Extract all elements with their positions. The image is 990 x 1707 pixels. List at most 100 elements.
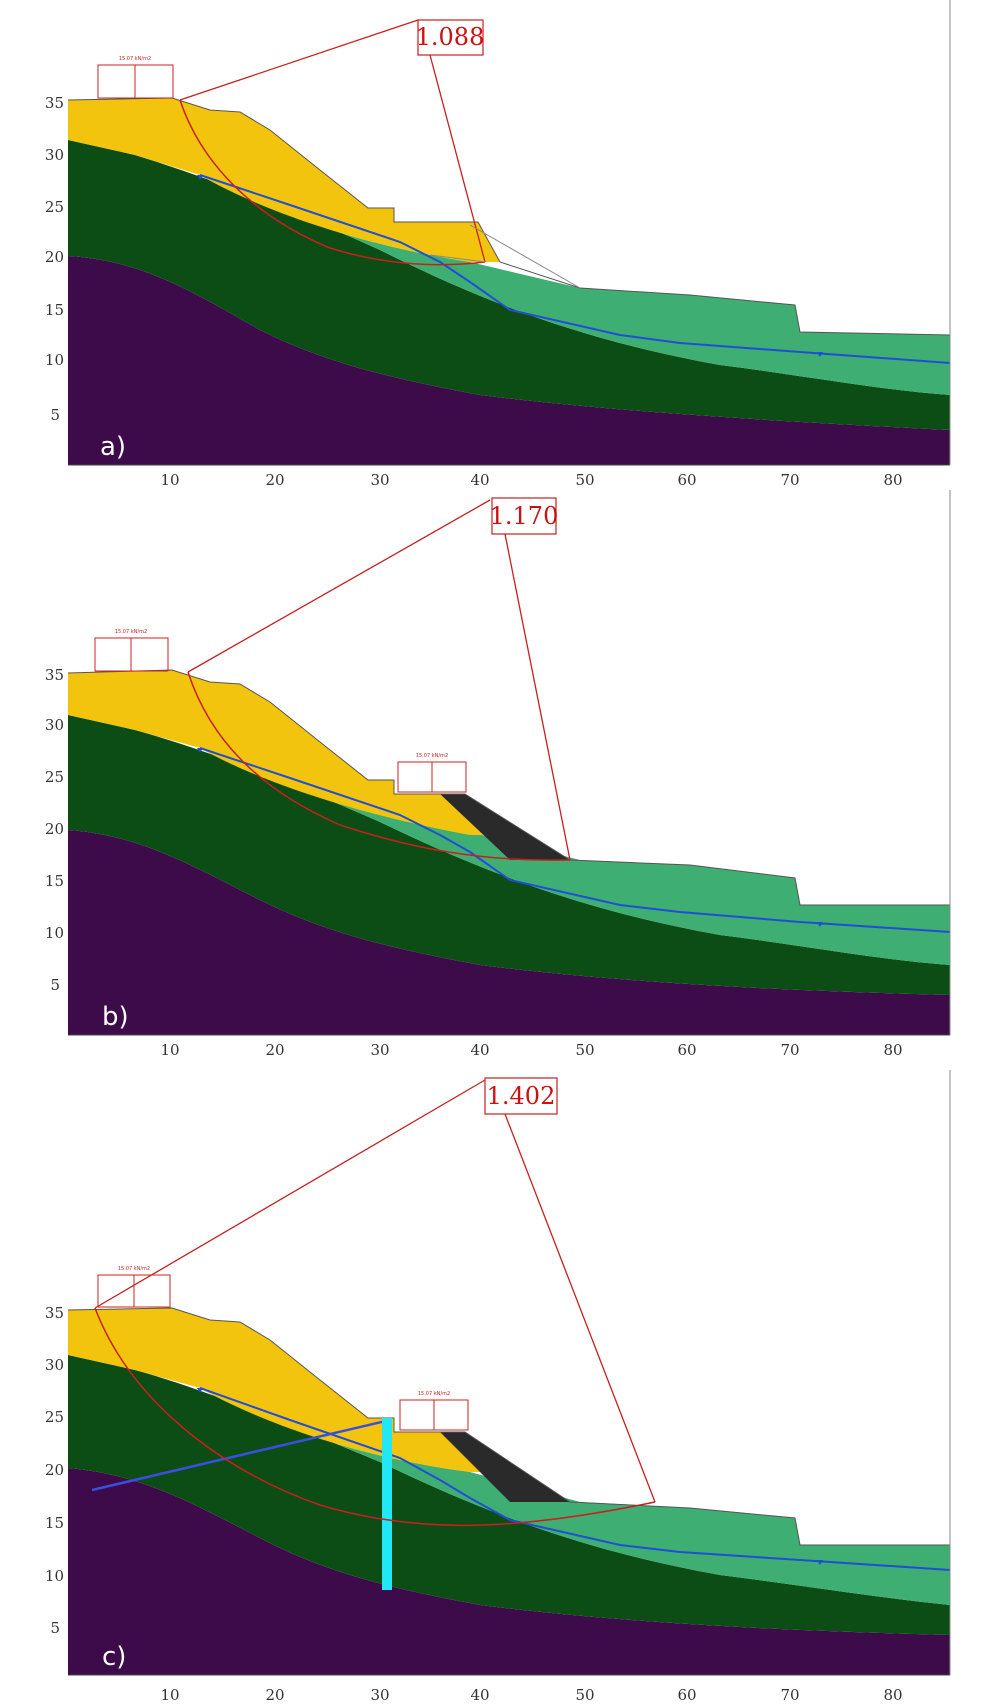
x-tick: 80 — [883, 471, 902, 489]
x-tick: 70 — [780, 471, 799, 489]
y-tick: 10 — [45, 351, 64, 369]
panel-c: 1.402 15.07 kN/m2 15.07 kN/m2 c) 10 20 3… — [0, 1070, 990, 1707]
y-tick: 35 — [45, 94, 64, 112]
x-tick: 60 — [677, 1041, 696, 1059]
light-green-layer — [200, 748, 950, 965]
x-tick: 70 — [780, 1686, 799, 1704]
x-tick: 60 — [677, 471, 696, 489]
y-tick: 5 — [50, 976, 60, 994]
y-tick: 25 — [45, 1408, 64, 1426]
bedrock-layer — [68, 1468, 950, 1675]
x-tick: 80 — [883, 1686, 902, 1704]
yellow-layer — [68, 670, 500, 835]
x-tick: 20 — [265, 1041, 284, 1059]
bedrock-layer — [68, 256, 950, 465]
y-axis-ticks: 5 10 15 20 25 30 35 — [45, 666, 64, 994]
y-axis-ticks: 5 10 15 20 25 30 35 — [45, 94, 64, 424]
y-tick: 20 — [45, 1461, 64, 1479]
panel-label: c) — [102, 1642, 126, 1672]
load-label: 15.07 kN/m2 — [115, 629, 147, 635]
x-tick: 40 — [470, 1041, 489, 1059]
x-tick: 50 — [575, 1686, 594, 1704]
ground-surface — [67, 1307, 950, 1546]
y-tick: 30 — [45, 146, 64, 164]
y-tick: 20 — [45, 248, 64, 266]
fos-value: 1.402 — [487, 1082, 556, 1110]
fos-box — [417, 19, 484, 56]
load2-label: 15.07 kN/m2 — [416, 753, 448, 759]
y-tick: 15 — [45, 1514, 64, 1532]
panel-label: b) — [102, 1002, 129, 1032]
x-axis-ticks: 10 20 30 40 50 60 70 80 — [160, 471, 902, 489]
load-label: 15.07 kN/m2 — [118, 1266, 150, 1272]
y-tick: 35 — [45, 1304, 64, 1322]
x-tick: 10 — [160, 1686, 179, 1704]
water-marker — [817, 352, 823, 357]
slope-model-c: 1.402 15.07 kN/m2 15.07 kN/m2 c) 10 20 3… — [45, 1070, 951, 1704]
x-axis-ticks: 10 20 30 40 50 60 70 80 — [160, 1041, 902, 1059]
x-tick: 50 — [575, 1041, 594, 1059]
slope-model-b: 1.170 15.07 kN/m2 15.07 kN/m2 b) 10 20 3… — [45, 490, 951, 1059]
x-tick: 10 — [160, 1041, 179, 1059]
yellow-layer — [68, 98, 500, 262]
pile-wall — [382, 1418, 392, 1590]
light-green-layer — [200, 1388, 950, 1605]
water-marker — [817, 922, 823, 927]
y-tick: 10 — [45, 924, 64, 942]
water-table — [199, 174, 951, 364]
slip-surface — [179, 99, 486, 266]
water-marker — [197, 1388, 203, 1393]
fos-value: 1.170 — [490, 502, 559, 530]
y-tick: 35 — [45, 666, 64, 684]
fos-box — [484, 1077, 558, 1115]
x-tick: 30 — [370, 1041, 389, 1059]
fos-value: 1.088 — [416, 23, 485, 51]
x-tick: 70 — [780, 1041, 799, 1059]
y-tick: 30 — [45, 716, 64, 734]
bedrock-layer — [68, 830, 950, 1035]
x-axis-ticks: 10 20 30 40 50 60 70 80 — [160, 1686, 902, 1704]
ground-surface — [67, 669, 950, 906]
slope-model-a: 1.088 15.07 kN/m2 a) 10 20 30 40 50 60 7… — [45, 0, 951, 489]
light-green-layer — [200, 175, 950, 395]
y-tick: 15 — [45, 301, 64, 319]
water-marker — [197, 748, 203, 753]
water-table — [199, 1387, 951, 1571]
slip-surface — [187, 671, 571, 861]
x-tick: 20 — [265, 1686, 284, 1704]
slip-surface — [94, 1307, 656, 1527]
x-tick: 40 — [470, 471, 489, 489]
load-label: 15.07 kN/m2 — [119, 56, 151, 62]
ground-anchor — [91, 1418, 391, 1492]
ground-surface — [67, 97, 951, 336]
y-tick: 5 — [50, 406, 60, 424]
y-tick: 30 — [45, 1356, 64, 1374]
x-tick: 80 — [883, 1041, 902, 1059]
panel-a: 1.088 15.07 kN/m2 a) 10 20 30 40 50 60 7… — [0, 0, 990, 490]
y-tick: 5 — [50, 1619, 60, 1637]
water-marker — [817, 1560, 823, 1565]
surface-load: 15.07 kN/m2 — [97, 1266, 171, 1308]
surface-load-2: 15.07 kN/m2 — [399, 1391, 469, 1431]
y-axis-ticks: 5 10 15 20 25 30 35 — [45, 1304, 64, 1637]
fos-box — [491, 497, 557, 535]
rockfill-buttress — [440, 794, 570, 860]
panel-b: 1.170 15.07 kN/m2 15.07 kN/m2 b) 10 20 3… — [0, 490, 990, 1070]
panel-label: a) — [100, 432, 126, 462]
x-tick: 40 — [470, 1686, 489, 1704]
x-tick: 30 — [370, 471, 389, 489]
surface-load: 15.07 kN/m2 — [94, 629, 169, 672]
x-tick: 20 — [265, 471, 284, 489]
load2-label: 15.07 kN/m2 — [418, 1391, 450, 1397]
x-tick: 10 — [160, 471, 179, 489]
x-tick: 50 — [575, 471, 594, 489]
surface-load-2: 15.07 kN/m2 — [397, 753, 467, 793]
y-tick: 20 — [45, 820, 64, 838]
water-marker — [197, 175, 203, 180]
y-tick: 15 — [45, 872, 64, 890]
y-tick: 10 — [45, 1567, 64, 1585]
y-tick: 25 — [45, 768, 64, 786]
surface-load: 15.07 kN/m2 — [97, 56, 174, 99]
y-tick: 25 — [45, 198, 64, 216]
water-table — [199, 747, 951, 933]
